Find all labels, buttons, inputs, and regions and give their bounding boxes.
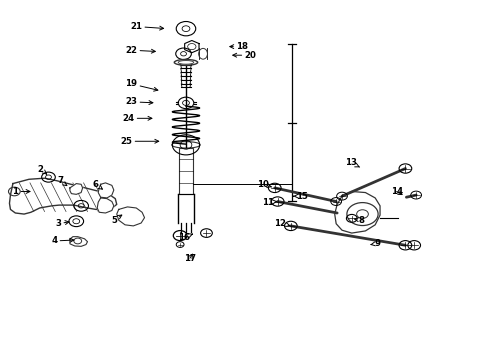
Text: 3: 3	[55, 219, 69, 228]
Polygon shape	[70, 237, 87, 246]
Text: 12: 12	[273, 219, 289, 228]
Text: 10: 10	[257, 180, 271, 189]
Text: 21: 21	[130, 22, 163, 31]
Text: 24: 24	[122, 114, 152, 123]
Text: 2: 2	[38, 165, 46, 174]
Text: 15: 15	[293, 192, 307, 201]
Text: 8: 8	[354, 216, 364, 225]
Text: 18: 18	[229, 42, 247, 51]
Polygon shape	[70, 184, 82, 194]
Text: 4: 4	[51, 237, 74, 246]
Text: 20: 20	[232, 51, 256, 60]
Polygon shape	[117, 207, 144, 226]
Polygon shape	[334, 192, 379, 233]
Text: 9: 9	[370, 239, 379, 248]
Text: 11: 11	[262, 198, 276, 207]
Text: 5: 5	[111, 215, 122, 225]
Text: 17: 17	[183, 254, 196, 263]
Text: 7: 7	[57, 176, 67, 186]
Text: 13: 13	[344, 158, 359, 167]
Text: 6: 6	[93, 180, 102, 189]
Polygon shape	[9, 178, 117, 214]
Text: 25: 25	[121, 137, 159, 146]
Text: 16: 16	[177, 233, 192, 242]
Text: 22: 22	[125, 46, 155, 55]
Text: 19: 19	[125, 80, 158, 91]
Text: 1: 1	[12, 187, 30, 196]
Polygon shape	[97, 198, 114, 213]
Text: 23: 23	[125, 97, 153, 106]
Bar	[178, 148, 193, 194]
Polygon shape	[98, 183, 114, 198]
Text: 14: 14	[390, 187, 402, 196]
